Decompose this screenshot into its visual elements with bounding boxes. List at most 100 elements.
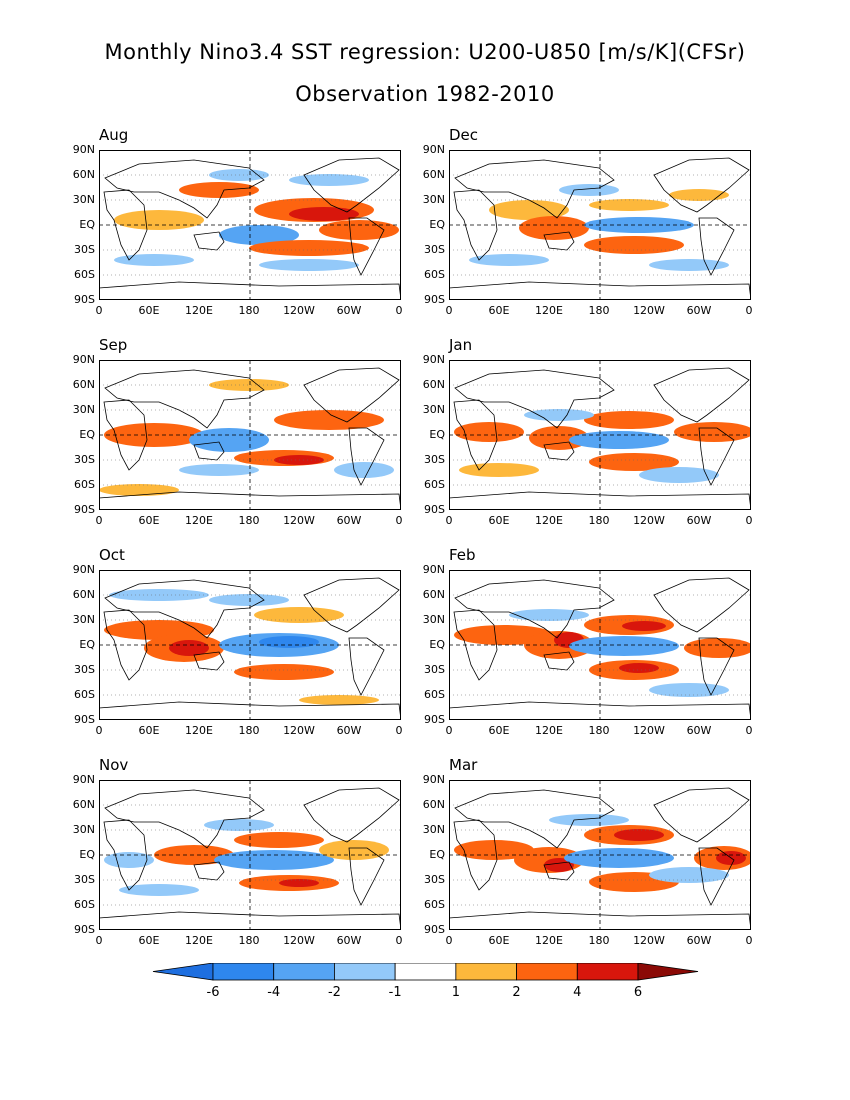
anomaly-region xyxy=(209,379,289,391)
lat-tick-label: 90S xyxy=(74,713,95,726)
panel-title-dec: Dec xyxy=(449,126,479,144)
colorbar-segment xyxy=(576,963,639,981)
lon-tick-label: 60W xyxy=(336,304,362,317)
colorbar-segment xyxy=(334,963,396,981)
coastline xyxy=(698,847,735,906)
lon-tick-label: 0 xyxy=(395,304,403,317)
map-panel-oct xyxy=(99,570,401,720)
coastline xyxy=(303,367,400,423)
lon-tick-label: 180 xyxy=(588,304,610,317)
panel-title-aug: Aug xyxy=(99,126,129,144)
lat-tick-label: 30S xyxy=(424,453,445,466)
anomaly-region xyxy=(204,819,274,831)
anomaly-region xyxy=(179,182,259,198)
map-svg-mar xyxy=(449,780,751,930)
lat-tick-label: 90S xyxy=(424,923,445,936)
colorbar-level-label: -6 xyxy=(206,985,220,1000)
panel-title-oct: Oct xyxy=(99,546,125,564)
anomaly-region xyxy=(209,594,289,606)
colorbar-level-label: -4 xyxy=(267,985,281,1000)
lat-tick-label: EQ xyxy=(79,218,95,231)
anomaly-region xyxy=(569,636,679,656)
coastline xyxy=(104,369,265,429)
anomaly-region xyxy=(289,207,359,221)
anomaly-region xyxy=(589,453,679,471)
lat-tick-label: 60S xyxy=(424,688,445,701)
lon-tick-label: 120E xyxy=(185,514,213,527)
coastline xyxy=(449,491,751,510)
lon-tick-label: 120E xyxy=(185,934,213,947)
lon-tick-label: 120E xyxy=(185,724,213,737)
lat-tick-label: 30N xyxy=(72,613,95,626)
coastline xyxy=(454,159,615,219)
lon-tick-label: 60W xyxy=(686,724,712,737)
coastline xyxy=(449,911,751,930)
lat-tick-label: 90S xyxy=(424,713,445,726)
lon-tick-label: 60W xyxy=(336,724,362,737)
map-panel-feb xyxy=(449,570,751,720)
colorbar-level-label: -2 xyxy=(327,985,341,1000)
anomaly-region xyxy=(319,220,399,240)
colorbar-segment xyxy=(212,963,275,981)
lat-tick-label: 60S xyxy=(74,898,95,911)
lon-tick-label: 120W xyxy=(633,514,665,527)
lat-tick-label: EQ xyxy=(429,218,445,231)
coastline xyxy=(104,579,265,639)
lat-tick-label: EQ xyxy=(79,638,95,651)
coastline xyxy=(698,217,735,276)
lon-tick-label: 60W xyxy=(686,304,712,317)
anomaly-region xyxy=(234,832,324,848)
anomaly-region xyxy=(509,609,589,621)
lat-tick-label: 30S xyxy=(424,663,445,676)
map-svg-dec xyxy=(449,150,751,300)
lon-tick-label: 0 xyxy=(95,934,103,947)
anomaly-region xyxy=(289,174,369,186)
lat-tick-label: 90N xyxy=(72,563,95,576)
lat-tick-label: EQ xyxy=(429,638,445,651)
panel-title-jan: Jan xyxy=(449,336,473,354)
lat-tick-label: 90S xyxy=(74,923,95,936)
coastline xyxy=(653,577,750,633)
lon-tick-label: 60W xyxy=(336,514,362,527)
anomaly-region xyxy=(189,428,269,452)
lat-tick-label: 30S xyxy=(74,453,95,466)
lat-tick-label: 60N xyxy=(422,168,445,181)
lat-tick-label: 90N xyxy=(72,353,95,366)
coastline xyxy=(449,281,751,300)
anomaly-region xyxy=(459,463,539,477)
lat-tick-label: 60S xyxy=(424,898,445,911)
coastline xyxy=(193,651,225,671)
lat-tick-label: 30N xyxy=(72,193,95,206)
lat-tick-label: EQ xyxy=(79,848,95,861)
anomaly-region xyxy=(619,663,659,673)
panel-title-sep: Sep xyxy=(99,336,128,354)
colorbar-segment xyxy=(516,963,578,981)
anomaly-region xyxy=(259,259,359,271)
anomaly-region xyxy=(169,640,209,656)
lat-tick-label: 90N xyxy=(422,773,445,786)
lon-tick-label: 60E xyxy=(488,934,510,947)
colorbar-level-label: 2 xyxy=(512,985,521,1000)
coastline xyxy=(653,157,750,213)
coastline xyxy=(698,427,735,486)
anomaly-region xyxy=(589,199,669,211)
lon-tick-label: 0 xyxy=(445,304,453,317)
coastline xyxy=(348,427,385,486)
anomaly-region xyxy=(104,423,204,447)
coastline xyxy=(193,231,225,251)
anomaly-region xyxy=(559,184,619,196)
lon-tick-label: 180 xyxy=(588,514,610,527)
lat-tick-label: 60N xyxy=(422,798,445,811)
anomaly-region xyxy=(622,621,666,631)
coastline xyxy=(103,609,148,681)
lon-tick-label: 120W xyxy=(633,304,665,317)
lat-tick-label: 60S xyxy=(424,478,445,491)
lat-tick-label: 30N xyxy=(72,823,95,836)
anomaly-region xyxy=(214,850,334,870)
colorbar-svg xyxy=(152,963,699,981)
anomaly-region xyxy=(584,236,684,254)
map-svg-feb xyxy=(449,570,751,720)
coastline xyxy=(348,637,385,696)
map-panel-sep xyxy=(99,360,401,510)
anomaly-region xyxy=(234,664,334,680)
